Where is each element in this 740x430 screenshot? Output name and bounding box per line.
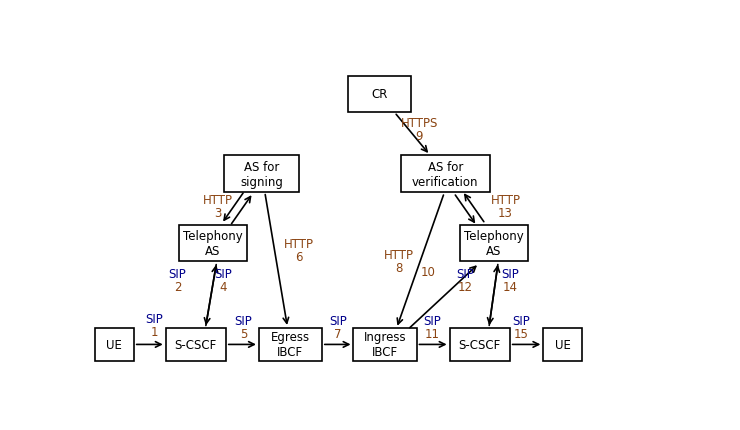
Text: SIP: SIP — [424, 314, 442, 327]
Text: 15: 15 — [514, 327, 529, 340]
Text: HTTP: HTTP — [284, 237, 314, 250]
Text: SIP: SIP — [235, 314, 252, 327]
Text: HTTP: HTTP — [203, 193, 232, 206]
Bar — [460, 225, 528, 262]
Text: 3: 3 — [214, 206, 221, 219]
Text: CR: CR — [371, 88, 388, 101]
Bar — [354, 328, 417, 361]
Text: Telephony
AS: Telephony AS — [464, 230, 524, 258]
Bar — [348, 77, 411, 113]
Text: 2: 2 — [174, 280, 181, 293]
Bar — [449, 328, 510, 361]
Text: 1: 1 — [151, 326, 158, 338]
Text: SIP: SIP — [329, 314, 347, 327]
Bar — [166, 328, 226, 361]
Text: 4: 4 — [220, 280, 227, 293]
Text: HTTP: HTTP — [491, 193, 520, 206]
Text: Telephony
AS: Telephony AS — [183, 230, 243, 258]
Text: S-CSCF: S-CSCF — [459, 338, 501, 351]
Text: 13: 13 — [498, 206, 513, 219]
Text: UE: UE — [555, 338, 571, 351]
Text: 12: 12 — [458, 280, 473, 293]
Bar — [543, 328, 582, 361]
Text: HTTPS: HTTPS — [400, 117, 438, 130]
Text: AS for
verification: AS for verification — [412, 160, 479, 188]
Text: SIP: SIP — [513, 314, 531, 327]
Text: UE: UE — [107, 338, 122, 351]
Bar — [259, 328, 322, 361]
Bar — [224, 156, 299, 192]
Text: S-CSCF: S-CSCF — [175, 338, 217, 351]
Bar — [401, 156, 490, 192]
Text: Egress
IBCF: Egress IBCF — [271, 331, 310, 359]
Bar — [178, 225, 247, 262]
Text: SIP: SIP — [146, 313, 164, 326]
Text: Ingress
IBCF: Ingress IBCF — [363, 331, 406, 359]
Text: 5: 5 — [240, 327, 247, 340]
Text: 7: 7 — [334, 327, 342, 340]
Text: 10: 10 — [420, 265, 435, 278]
Text: AS for
signing: AS for signing — [240, 160, 283, 188]
Text: 8: 8 — [396, 262, 403, 275]
Bar — [95, 328, 134, 361]
Text: SIP: SIP — [501, 267, 519, 280]
Text: 9: 9 — [416, 130, 423, 143]
Text: SIP: SIP — [169, 267, 186, 280]
Text: SIP: SIP — [457, 267, 474, 280]
Text: SIP: SIP — [215, 267, 232, 280]
Text: 14: 14 — [502, 280, 517, 293]
Text: HTTP: HTTP — [384, 249, 414, 262]
Text: 6: 6 — [295, 250, 303, 263]
Text: 11: 11 — [425, 327, 440, 340]
